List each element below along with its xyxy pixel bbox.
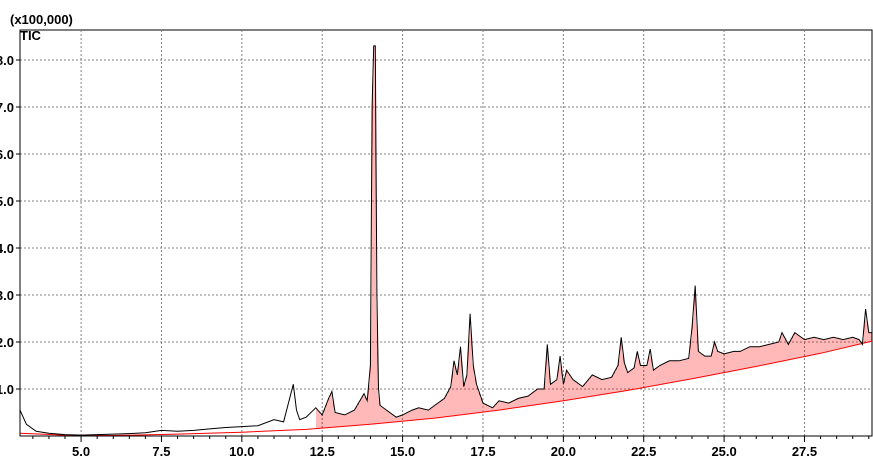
y-tick-label: 7.0	[0, 100, 14, 115]
y-tick-label: 2.0	[0, 335, 14, 350]
y-tick-label: 6.0	[0, 147, 14, 162]
y-tick-label: 4.0	[0, 241, 14, 256]
y-tick-label: 1.0	[0, 382, 14, 397]
integration-fill	[316, 45, 872, 429]
baseline-series	[19, 340, 873, 437]
grid-lines	[19, 29, 873, 437]
y-tick-label: 3.0	[0, 288, 14, 303]
x-tick-label: 20.0	[551, 444, 576, 459]
y-axis-ticks: 1.0 2.0 3.0 4.0 5.0 6.0 7.0 8.0	[0, 53, 20, 397]
x-tick-label: 10.0	[229, 444, 254, 459]
tic-series	[19, 45, 872, 436]
x-tick-label: 15.0	[390, 444, 415, 459]
x-tick-label: 22.5	[631, 444, 656, 459]
x-tick-label: 27.5	[792, 444, 817, 459]
x-tick-label: 7.5	[152, 444, 170, 459]
y-tick-label: 5.0	[0, 194, 14, 209]
x-tick-label: 25.0	[711, 444, 736, 459]
x-tick-label: 12.5	[310, 444, 335, 459]
x-tick-label: 5.0	[72, 444, 90, 459]
y-tick-label: 8.0	[0, 53, 14, 68]
plot-frame	[19, 29, 873, 437]
scale-label: (x100,000)	[10, 12, 73, 27]
series-label: TIC	[20, 28, 42, 43]
x-axis-ticks: 5.0 7.5 10.0 12.5 15.0 17.5 20.0 22.5 25.0 27.5	[32, 436, 870, 459]
x-tick-label: 17.5	[470, 444, 495, 459]
